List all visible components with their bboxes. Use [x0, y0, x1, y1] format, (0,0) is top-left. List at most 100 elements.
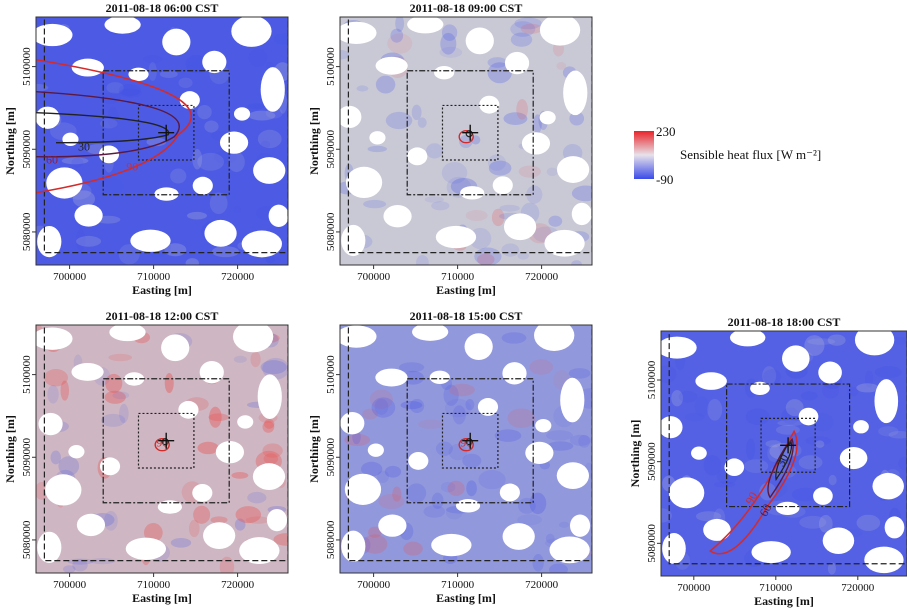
heatmap-texture [426, 143, 444, 159]
panel-title: 2011-08-18 18:00 CST [728, 315, 841, 329]
no-data-patch [241, 230, 282, 258]
heatmap-texture [488, 160, 512, 176]
no-data-patch [74, 204, 103, 227]
heatmap-texture [707, 398, 723, 421]
heatmap-texture [248, 48, 268, 68]
heatmap-texture [514, 17, 542, 30]
no-data-patch [535, 418, 552, 433]
heatmap-texture [362, 408, 378, 420]
no-data-patch [504, 51, 530, 75]
heatmap-texture [67, 558, 94, 565]
heatmap-texture [448, 383, 475, 397]
y-tick-label: 5090000 [646, 442, 658, 481]
heatmap-texture [501, 332, 527, 344]
heatmap-texture [529, 359, 554, 375]
heatmap-texture [262, 443, 283, 458]
x-tick-label: 710000 [137, 579, 171, 591]
heatmap-texture [532, 554, 544, 572]
heatmap-texture [767, 444, 781, 462]
no-data-patch [375, 56, 408, 75]
heatmap-texture [260, 360, 287, 375]
heatmap-texture [827, 334, 846, 346]
y-tick-label: 5100000 [325, 355, 337, 394]
heatmap-texture [510, 32, 533, 47]
heatmap-texture [452, 405, 466, 425]
heatmap-texture [856, 514, 881, 531]
no-data-patch [344, 473, 382, 505]
y-axis-label: Northing [m] [628, 420, 642, 488]
no-data-patch [661, 336, 697, 359]
no-data-patch [253, 157, 286, 184]
heatmap-texture [435, 441, 453, 456]
contour-90 [36, 58, 192, 194]
heatmap-texture [209, 406, 222, 428]
heatmap-texture [178, 77, 193, 88]
no-data-patch [369, 131, 386, 145]
no-data-patch [36, 23, 73, 47]
outer-domain-box [668, 331, 907, 565]
heatmap-texture [104, 390, 126, 404]
no-data-patch [157, 500, 182, 514]
heatmap-field: 90 [36, 325, 288, 573]
y-tick-label: 5090000 [21, 130, 33, 169]
no-data-patch [729, 331, 766, 347]
heatmap-texture [411, 104, 422, 121]
heatmap-texture [762, 366, 777, 386]
x-tick-label: 700000 [357, 579, 391, 591]
middle-domain-box [406, 70, 534, 196]
x-tick-label: 720000 [221, 579, 255, 591]
heatmap-texture [409, 398, 425, 414]
heatmap-texture [75, 229, 86, 251]
heatmap-texture [36, 83, 49, 92]
contour-30 [775, 441, 793, 481]
no-data-patch [798, 407, 819, 426]
heatmap-texture [558, 521, 570, 528]
middle-domain-box [406, 378, 534, 504]
heatmap-texture [118, 83, 141, 97]
heatmap-texture [777, 420, 803, 427]
x-tick-label: 710000 [137, 271, 171, 283]
heatmap-texture [499, 204, 520, 212]
heatmap-texture [159, 70, 178, 78]
heatmap-texture [547, 441, 574, 451]
contour-90 [154, 438, 170, 452]
outer-domain-box [347, 17, 592, 254]
heatmap-texture [363, 199, 387, 209]
heatmap-texture [192, 149, 203, 170]
heatmap-texture [392, 486, 402, 502]
no-data-patch [434, 65, 455, 80]
heatmap-texture [441, 24, 458, 41]
heatmap-texture [231, 471, 249, 479]
no-data-patch [62, 132, 79, 147]
heatmap-texture [494, 429, 522, 442]
plot-frame [339, 324, 593, 574]
heatmap-texture [546, 167, 558, 177]
heatmap-texture [569, 111, 585, 126]
heatmap-texture [273, 33, 288, 45]
heatmap-texture [898, 456, 907, 471]
heatmap-texture [47, 385, 59, 404]
heatmap-texture [703, 455, 722, 476]
heatmap-texture [465, 209, 488, 222]
heatmap-texture [501, 243, 520, 257]
no-data-patch [854, 331, 895, 356]
heatmap-texture [695, 511, 722, 522]
no-data-patch [341, 530, 366, 562]
no-data-patch [691, 446, 707, 460]
contour-30 [161, 438, 169, 446]
heatmap-texture [487, 57, 508, 68]
heatmap-texture [529, 492, 547, 515]
contour-label: 30 [773, 452, 791, 469]
no-data-patch [499, 483, 520, 502]
heatmap-texture [545, 533, 555, 544]
no-data-patch [340, 325, 377, 348]
no-data-patch [435, 225, 477, 249]
no-data-patch [460, 186, 485, 200]
contour-90 [458, 130, 474, 144]
heatmap-field [340, 17, 592, 265]
heatmap-texture [443, 384, 459, 406]
no-data-patch [192, 176, 213, 195]
outer-domain-box [43, 325, 288, 562]
